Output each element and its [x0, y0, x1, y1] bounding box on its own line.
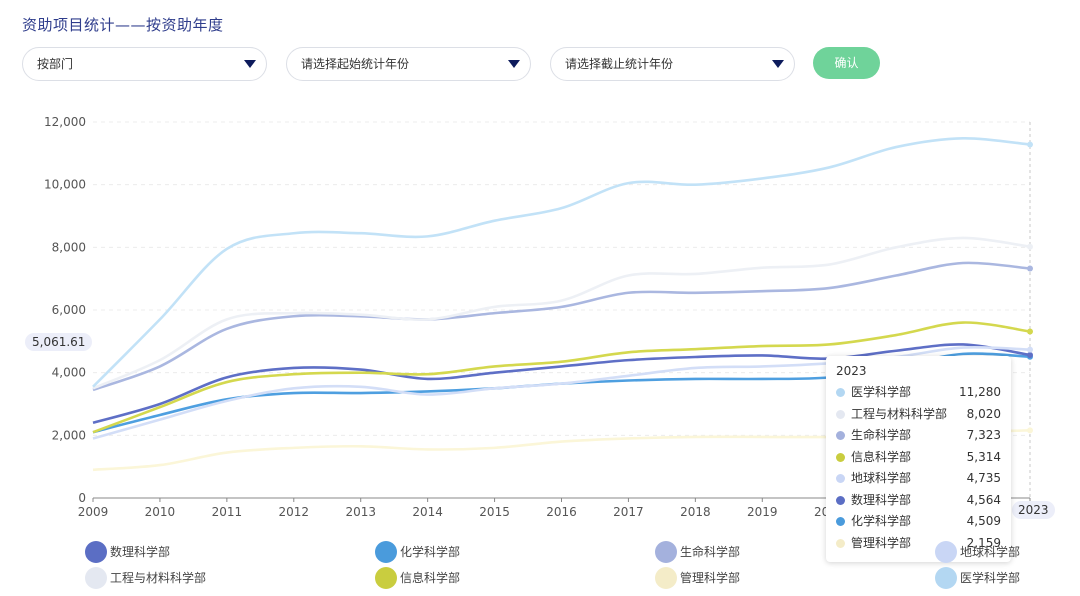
tooltip-year: 2023	[836, 364, 867, 378]
series-point	[1027, 346, 1033, 353]
series-line	[92, 261, 1031, 392]
tooltip-series-name: 生命科学部	[851, 428, 912, 442]
y-tick-label: 12,000	[44, 115, 86, 129]
legend-label: 管理科学部	[680, 571, 741, 585]
legend-dot-icon	[375, 567, 397, 589]
x-tick-label: 2017	[613, 505, 644, 519]
series-line	[92, 321, 1031, 434]
series-line	[92, 236, 1031, 390]
tooltip-row: 生命科学部 7,323	[836, 425, 1001, 447]
series-dot-icon	[836, 452, 845, 462]
x-tick-label: 2018	[680, 505, 711, 519]
tooltip-series-value: 2,159	[966, 535, 1001, 550]
x-tick-label: 2011	[212, 505, 243, 519]
series-dot-icon	[836, 409, 845, 419]
tooltip-row: 数理科学部 4,564	[836, 490, 1001, 512]
confirm-button[interactable]: 确认	[813, 47, 880, 79]
series-line	[92, 136, 1031, 388]
tooltip-series-value: 5,314	[966, 449, 1001, 464]
legend-label: 数理科学部	[110, 545, 171, 559]
tooltip-row: 地球科学部 4,735	[836, 468, 1001, 490]
end-year-select[interactable]: 请选择截止统计年份	[550, 47, 795, 81]
tooltip-series-name: 地球科学部	[851, 471, 912, 485]
y-tick-label: 2,000	[52, 428, 86, 442]
series-point	[1027, 328, 1033, 335]
legend-dot-icon	[935, 567, 957, 589]
legend-dot-icon	[935, 541, 957, 563]
start-year-placeholder: 请选择起始统计年份	[301, 57, 410, 71]
department-select-value: 按部门	[37, 57, 74, 71]
tooltip-series-value: 4,564	[966, 492, 1001, 507]
series-dot-icon	[836, 431, 845, 440]
series-point	[1027, 427, 1033, 434]
tooltip-series-value: 11,280	[959, 385, 1001, 399]
tooltip-series-name: 信息科学部	[851, 449, 912, 464]
series-point	[1027, 265, 1033, 272]
end-year-placeholder: 请选择截止统计年份	[565, 57, 674, 71]
x-tick-label: 2019	[747, 505, 778, 519]
tooltip-row: 信息科学部 5,314	[836, 447, 1001, 469]
tooltip-row: 化学科学部 4,509	[836, 511, 1001, 533]
tooltip-series-name: 工程与材料科学部	[851, 406, 948, 421]
series-dot-icon	[836, 495, 845, 505]
tooltip-row: 工程与材料科学部 8,020	[836, 404, 1001, 426]
y-tick-label: 0	[78, 491, 86, 505]
tooltip-series-value: 8,020	[966, 406, 1001, 421]
legend-dot-icon	[85, 541, 107, 563]
chevron-down-icon	[508, 60, 520, 68]
legend-dot-icon	[655, 541, 677, 563]
legend-label: 工程与材料科学部	[110, 571, 207, 585]
y-tick-label: 10,000	[44, 178, 86, 192]
legend-dot-icon	[85, 567, 107, 589]
tooltip-series-name: 数理科学部	[851, 492, 912, 507]
x-tick-label: 2014	[412, 505, 443, 519]
tooltip-row: 管理科学部 2,159	[836, 533, 1001, 555]
series-dot-icon	[836, 388, 845, 397]
series-point	[1027, 141, 1033, 148]
y-tick-label: 6,000	[52, 303, 86, 317]
y-tick-label: 4,000	[52, 366, 86, 380]
legend-label: 地球科学部	[960, 545, 1021, 559]
x-tick-label: 2009	[78, 505, 109, 519]
series-point	[1027, 351, 1033, 358]
y-axis-pointer-label: 5,061.61	[25, 333, 93, 351]
x-tick-label: 2013	[345, 505, 376, 519]
start-year-select[interactable]: 请选择起始统计年份	[286, 47, 531, 81]
chart-tooltip: 2023 医学科学部 11,280 工程与材料科学部 8,020 生命科学部 7,323 信…	[826, 356, 1011, 562]
tooltip-series-name: 化学科学部	[851, 514, 912, 528]
tooltip-series-value: 4,735	[966, 471, 1001, 485]
tooltip-series-value: 7,323	[966, 428, 1001, 442]
legend-label: 生命科学部	[680, 545, 741, 559]
department-select[interactable]: 按部门	[22, 47, 267, 81]
series-dot-icon	[836, 474, 845, 483]
x-tick-label: 2010	[145, 505, 176, 519]
series-dot-icon	[836, 517, 845, 526]
chevron-down-icon	[244, 60, 256, 68]
series-line	[92, 343, 1031, 425]
tooltip-series-value: 4,509	[966, 514, 1001, 528]
tooltip-series-name: 管理科学部	[851, 535, 912, 550]
x-tick-label: 2015	[479, 505, 510, 519]
series-point	[1027, 243, 1033, 250]
y-tick-label: 8,000	[52, 240, 86, 254]
x-axis-pointer-label: 2023	[1012, 501, 1055, 519]
chevron-down-icon	[772, 60, 784, 68]
legend-dot-icon	[375, 541, 397, 563]
legend-label: 医学科学部	[960, 571, 1021, 585]
tooltip-row: 医学科学部 11,280	[836, 382, 1001, 404]
legend-dot-icon	[655, 567, 677, 589]
legend-label: 化学科学部	[400, 545, 461, 559]
tooltip-series-name: 医学科学部	[851, 385, 912, 399]
x-tick-label: 2012	[279, 505, 310, 519]
x-tick-label: 2016	[546, 505, 577, 519]
page-title: 资助项目统计——按资助年度	[22, 16, 224, 34]
series-dot-icon	[836, 538, 845, 548]
legend-label: 信息科学部	[400, 571, 461, 585]
